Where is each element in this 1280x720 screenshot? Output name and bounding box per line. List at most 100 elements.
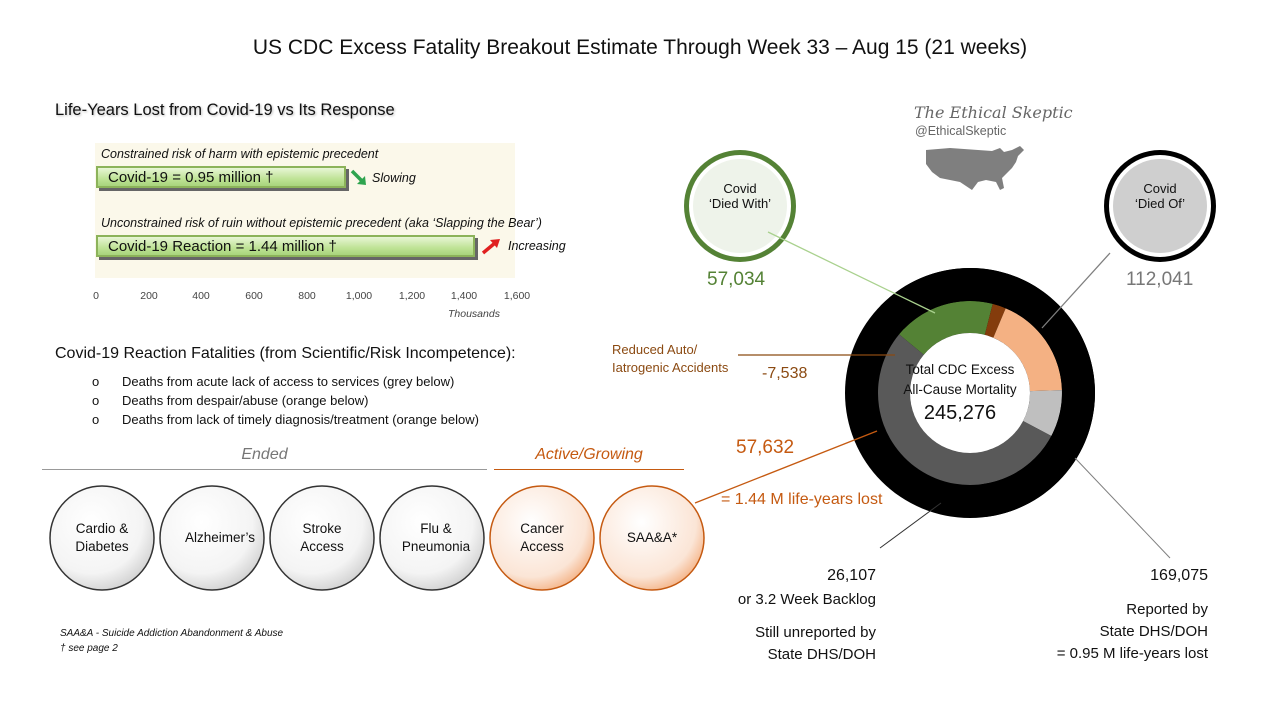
chevron-label-line: Access (300, 539, 344, 554)
bullet-marker: o (92, 393, 100, 408)
phase-label-ended: Ended (241, 446, 288, 463)
donut-outer-band (880, 268, 1037, 329)
watermark-name: The Ethical Skeptic (914, 103, 1073, 122)
bar-covid: Covid-19 = 0.95 million † (96, 166, 346, 188)
chevron-label: Flu & Pneumonia (386, 520, 486, 556)
x-tick-label: 800 (298, 290, 316, 302)
chevron-label-line: Access (520, 539, 564, 554)
chevron-label: Alzheimer’s (166, 529, 274, 547)
footnote-dagger: † see page 2 (60, 643, 118, 654)
x-tick-label: 400 (192, 290, 210, 302)
died-with-value: 57,034 (707, 269, 766, 290)
leader-line-backlog (879, 502, 942, 549)
chevron-label-line: Cardio & (75, 521, 129, 536)
bar-caption-reaction: Unconstrained risk of ruin without epist… (101, 216, 542, 230)
bar-reaction: Covid-19 Reaction = 1.44 million † (96, 235, 475, 257)
x-tick-label: 1,600 (503, 290, 531, 302)
auto-line2: Iatrogenic Accidents (612, 360, 729, 375)
backlog-line3: State DHS/DOH (767, 646, 876, 663)
bullet-marker: o (92, 412, 100, 427)
arrow-up-right-icon (481, 239, 500, 255)
bullet-item: o Deaths from acute lack of access to ser… (92, 374, 454, 389)
page-title: US CDC Excess Fatality Breakout Estimate… (252, 36, 1028, 59)
chevron-shape (489, 485, 595, 591)
died-of-line1: Covid (1143, 181, 1177, 196)
auto-value: -7,538 (762, 365, 808, 382)
donut-outer-band (981, 276, 1096, 518)
life-years-heading: Life-Years Lost from Covid-19 vs Its Res… (55, 101, 395, 119)
x-tick-label: 200 (140, 290, 158, 302)
chevron-label: SAA&A* (602, 529, 702, 547)
backlog-line1: or 3.2 Week Backlog (737, 591, 876, 608)
donut-segment-backlog (1023, 390, 1062, 436)
died-of-line2: ‘Died Of’ (1134, 196, 1186, 211)
x-axis-title: Thousands (448, 308, 500, 320)
chevron-shape (269, 485, 375, 591)
chevron-label-line: Cancer (520, 521, 564, 536)
donut-segment-auto-accidents (984, 303, 1006, 338)
leader-line-reaction (694, 430, 878, 504)
donut-segment-reaction (993, 308, 1062, 392)
chevron-process (49, 485, 705, 591)
trend-label-increasing: Increasing (508, 239, 566, 253)
bullet-item: o Deaths from lack of timely diagnosis/tr… (92, 412, 479, 427)
chevron-shape (49, 485, 155, 591)
x-tick-label: 1,200 (398, 290, 426, 302)
leader-line-died-with (767, 231, 936, 314)
died-of-bubble (1104, 150, 1216, 262)
bullet-text: Deaths from acute lack of access to serv… (122, 374, 455, 389)
donut-total: 245,276 (923, 402, 997, 424)
bar-caption-covid: Constrained risk of harm with epistemic … (101, 147, 379, 161)
auto-line1: Reduced Auto/ (612, 342, 698, 357)
chevron-label: Cardio & Diabetes (52, 520, 152, 556)
chevron-label: Stroke Access (272, 520, 372, 556)
chevron-label-line: Pneumonia (401, 539, 471, 554)
chevron-shape (599, 485, 705, 591)
phase-label-active: Active/Growing (535, 446, 643, 463)
leader-line-reported (1074, 457, 1171, 559)
bullet-item: o Deaths from despair/abuse (orange below… (92, 393, 368, 408)
chevron-label: Cancer Access (492, 520, 592, 556)
x-tick-label: 0 (93, 290, 99, 302)
reported-line3: = 0.95 M life-years lost (1056, 645, 1208, 662)
x-tick-label: 1,400 (450, 290, 478, 302)
donut-chart (845, 268, 1096, 518)
reaction-value: 57,632 (736, 437, 795, 458)
x-tick-label: 1,000 (345, 290, 373, 302)
died-with-line1: Covid (723, 181, 757, 196)
bullet-marker: o (92, 374, 100, 389)
usa-map-icon (926, 146, 1024, 190)
chevron-label-line: Diabetes (75, 539, 129, 554)
leader-line-died-of (1041, 252, 1111, 329)
donut-center-line2: All-Cause Mortality (903, 382, 1017, 397)
arrow-down-right-icon (350, 169, 366, 185)
died-of-value: 112,041 (1126, 269, 1194, 290)
donut-segment-reported (877, 334, 1052, 486)
chevron-shape (159, 485, 265, 591)
reported-line2: State DHS/DOH (1099, 623, 1208, 640)
watermark-handle: @EthicalSkeptic (915, 124, 1007, 138)
chevron-label-line: Alzheimer’s (184, 530, 256, 545)
chevron-shape (379, 485, 485, 591)
reported-line1: Reported by (1126, 601, 1208, 618)
donut-hole (910, 333, 1030, 453)
chevron-label-line: Stroke (302, 521, 342, 536)
bullet-text: Deaths from despair/abuse (orange below) (122, 393, 369, 408)
reported-value: 169,075 (1150, 567, 1208, 584)
auto-label: Reduced Auto/Iatrogenic Accidents (612, 341, 728, 377)
donut-center-line1: Total CDC Excess (905, 362, 1015, 377)
reaction-note: = 1.44 M life-years lost (721, 491, 883, 508)
backlog-line2: Still unreported by (755, 624, 876, 641)
footnote-saaa: SAA&A - Suicide Addiction Abandonment & … (60, 628, 284, 639)
donut-center-label: Total CDC Excess All-Cause Mortality (895, 360, 1025, 400)
bullet-text: Deaths from lack of timely diagnosis/tre… (122, 412, 479, 427)
trend-label-slowing: Slowing (372, 171, 416, 185)
chevron-label-line: SAA&A* (626, 530, 678, 545)
died-of-label: Covid ‘Died Of’ (1110, 181, 1210, 211)
phase-divider-ended (42, 469, 487, 470)
reaction-heading: Covid-19 Reaction Fatalities (from Scien… (55, 345, 516, 362)
died-with-bubble (684, 150, 796, 262)
phase-divider-active (494, 469, 684, 470)
chevron-label-line: Flu & (420, 521, 452, 536)
